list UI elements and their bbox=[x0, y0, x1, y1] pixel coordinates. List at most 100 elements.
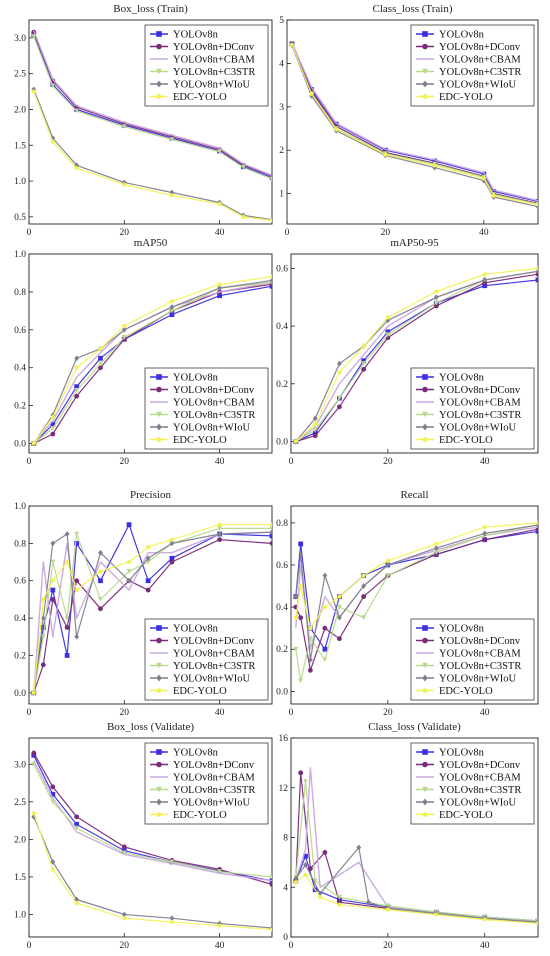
data-point bbox=[383, 152, 388, 157]
plot-frame bbox=[286, 19, 539, 225]
data-point bbox=[74, 578, 80, 584]
series-line-5 bbox=[33, 816, 272, 929]
data-point bbox=[361, 358, 367, 364]
data-point bbox=[169, 919, 175, 924]
legend-entry-label: YOLOv8n+WIoU bbox=[173, 674, 250, 685]
y-tick-label: 0.4 bbox=[276, 322, 288, 332]
x-tick-label: 0 bbox=[27, 708, 32, 718]
data-point bbox=[361, 615, 367, 621]
data-point bbox=[293, 439, 299, 444]
legend-entry-label: YOLOv8n+WIoU bbox=[173, 80, 250, 91]
series-line-3 bbox=[33, 531, 272, 693]
legend-swatch-marker bbox=[422, 68, 428, 75]
legend: YOLOv8nYOLOv8n+DConvYOLOv8n+CBAMYOLOv8n+… bbox=[410, 742, 535, 825]
legend-entry-label: YOLOv8n+WIoU bbox=[439, 80, 516, 91]
data-point bbox=[337, 395, 342, 401]
data-point bbox=[322, 604, 328, 610]
data-point bbox=[64, 531, 70, 537]
x-tick-label: 20 bbox=[120, 228, 130, 238]
legend-entry-label: YOLOv8n+WIoU bbox=[173, 423, 250, 434]
data-point bbox=[309, 91, 314, 96]
y-tick-label: 2.5 bbox=[14, 70, 26, 80]
y-tick-label: 2.0 bbox=[14, 835, 26, 845]
legend-entry-label: YOLOv8n+DConv bbox=[439, 636, 521, 647]
data-point bbox=[303, 853, 308, 859]
x-tick-label: 0 bbox=[27, 941, 32, 951]
legend-entry-label: YOLOv8n bbox=[439, 748, 485, 759]
legend-swatch-marker bbox=[156, 80, 162, 88]
data-point bbox=[50, 799, 56, 805]
data-point bbox=[169, 540, 175, 547]
y-tick-label: 0.8 bbox=[14, 288, 26, 298]
legend-box bbox=[144, 618, 269, 701]
data-point bbox=[121, 844, 127, 850]
data-point bbox=[241, 165, 246, 170]
data-point bbox=[122, 323, 127, 328]
data-point bbox=[293, 646, 299, 652]
data-point bbox=[337, 360, 342, 367]
y-tick-label: 0.6 bbox=[276, 561, 288, 571]
data-point bbox=[269, 540, 272, 546]
data-point bbox=[385, 558, 391, 563]
x-tick-label: 40 bbox=[215, 457, 225, 467]
legend-entry-label: YOLOv8n+DConv bbox=[439, 760, 521, 771]
x-tick-label: 0 bbox=[27, 457, 32, 467]
data-point bbox=[50, 559, 56, 565]
data-point bbox=[169, 559, 175, 565]
legend-entry-label: EDC-YOLO bbox=[173, 686, 227, 697]
data-point bbox=[98, 578, 103, 584]
data-point bbox=[50, 596, 56, 602]
series-line-6 bbox=[295, 522, 538, 629]
series-line-6 bbox=[291, 44, 538, 206]
data-point bbox=[98, 596, 103, 602]
data-point bbox=[269, 882, 272, 887]
legend-entry-label: YOLOv8n+DConv bbox=[439, 385, 521, 396]
data-point bbox=[269, 927, 272, 932]
data-point bbox=[217, 522, 222, 527]
chart-title: Box_loss (Validate) bbox=[107, 721, 194, 733]
x-tick-label: 40 bbox=[480, 708, 490, 718]
data-point bbox=[74, 531, 80, 537]
data-point bbox=[50, 587, 56, 593]
legend-entry-label: EDC-YOLO bbox=[439, 810, 493, 821]
data-point bbox=[169, 859, 175, 865]
data-point bbox=[31, 761, 37, 767]
y-tick-label: 3.0 bbox=[14, 760, 26, 770]
y-tick-label: 0.2 bbox=[276, 645, 288, 655]
data-point bbox=[269, 529, 272, 536]
data-point bbox=[31, 34, 37, 39]
legend-entry-label: EDC-YOLO bbox=[173, 435, 227, 446]
data-point bbox=[298, 678, 304, 684]
data-point bbox=[169, 137, 175, 142]
legend: YOLOv8nYOLOv8n+DConvYOLOv8n+CBAMYOLOv8n+… bbox=[410, 618, 535, 701]
series-line-4 bbox=[295, 524, 538, 682]
data-point bbox=[64, 625, 70, 630]
data-point bbox=[482, 271, 488, 277]
data-point bbox=[303, 861, 308, 868]
data-point bbox=[145, 544, 151, 550]
data-point bbox=[289, 42, 295, 47]
y-tick-label: 2.0 bbox=[14, 105, 26, 115]
legend-swatch-marker bbox=[156, 749, 162, 755]
data-point bbox=[434, 541, 439, 546]
legend-swatch-marker bbox=[156, 31, 162, 37]
plot-area bbox=[31, 29, 272, 223]
legend-swatch-marker bbox=[156, 93, 162, 99]
plot-area bbox=[31, 274, 272, 447]
data-point bbox=[308, 625, 313, 631]
data-point bbox=[74, 633, 80, 640]
legend-swatch-marker bbox=[422, 662, 428, 669]
data-point bbox=[74, 108, 80, 114]
legend-entry-label: EDC-YOLO bbox=[439, 686, 493, 697]
legend-swatch-marker bbox=[156, 436, 162, 442]
chart-panel-8: Class_loss (Validate) 0 20 40 0 4 8 12 16 YOLOv8n… bbox=[279, 721, 539, 951]
data-point bbox=[98, 549, 103, 556]
data-point bbox=[31, 810, 37, 816]
legend-swatch-marker bbox=[156, 687, 162, 693]
data-point bbox=[217, 285, 222, 291]
data-point bbox=[169, 537, 175, 542]
data-point bbox=[126, 568, 132, 574]
x-tick-label: 0 bbox=[289, 708, 294, 718]
data-point bbox=[98, 355, 103, 361]
